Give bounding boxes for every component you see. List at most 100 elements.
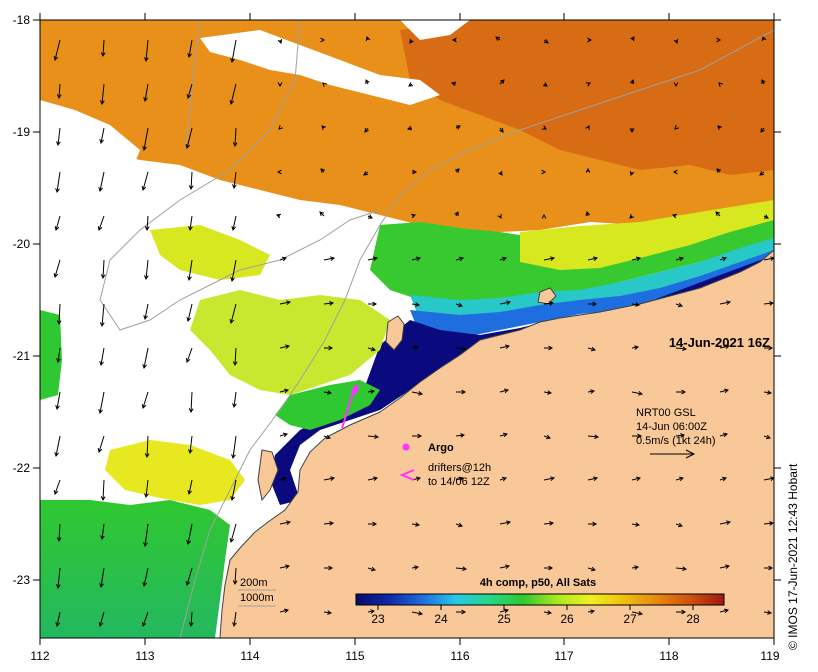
current-arrow bbox=[367, 389, 376, 394]
current-arrow bbox=[99, 127, 105, 145]
current-arrow bbox=[455, 433, 466, 438]
colorbar-tick-label: 25 bbox=[497, 612, 511, 626]
current-arrow bbox=[629, 128, 635, 134]
current-arrow bbox=[673, 38, 679, 44]
colorbar-tick-label: 28 bbox=[686, 612, 700, 626]
current-arrow bbox=[412, 169, 418, 175]
lat-label: -18 bbox=[13, 13, 31, 27]
current-arrow bbox=[98, 391, 105, 415]
current-arrow bbox=[543, 256, 556, 261]
current-arrow bbox=[631, 302, 641, 307]
current-arrow bbox=[759, 171, 765, 176]
current-arrow bbox=[142, 567, 149, 588]
current-arrow bbox=[230, 479, 237, 502]
sst-cyan-band bbox=[410, 238, 774, 322]
current-arrow bbox=[450, 81, 457, 87]
current-arrow bbox=[676, 609, 687, 615]
current-arrow bbox=[587, 434, 600, 440]
colorbar-title: 4h comp, p50, All Sats bbox=[480, 577, 596, 589]
current-arrow bbox=[455, 256, 465, 262]
current-arrow bbox=[541, 213, 547, 219]
current-arrow bbox=[56, 303, 62, 326]
colorbar-tick-label: 26 bbox=[560, 612, 574, 626]
current-arrow bbox=[543, 390, 553, 395]
current-arrow bbox=[760, 127, 765, 133]
current-arrow bbox=[99, 347, 105, 367]
current-arrow bbox=[499, 520, 512, 525]
current-arrow bbox=[141, 391, 149, 409]
current-arrow bbox=[53, 39, 61, 62]
imos-credit: © IMOS 17-Jun-2021 12:43 Hobart bbox=[786, 463, 800, 650]
current-arrow bbox=[455, 302, 463, 308]
current-arrow bbox=[455, 476, 465, 482]
current-arrow bbox=[188, 215, 193, 232]
current-arrow bbox=[186, 83, 193, 100]
current-arrow bbox=[365, 36, 371, 42]
current-arrow bbox=[187, 479, 193, 496]
current-arrow bbox=[499, 256, 507, 262]
current-arrow bbox=[455, 566, 468, 572]
current-arrow bbox=[543, 610, 553, 615]
current-arrow bbox=[454, 211, 459, 217]
current-arrow bbox=[412, 433, 423, 439]
current-arrow bbox=[143, 303, 149, 321]
current-arrow bbox=[322, 82, 327, 87]
current-arrow bbox=[541, 125, 547, 130]
current-arrow bbox=[588, 301, 598, 307]
current-arrow bbox=[497, 213, 502, 219]
current-arrow bbox=[499, 127, 504, 133]
current-arrow bbox=[56, 347, 61, 364]
drifter-legend-label-1: drifters@12h bbox=[428, 462, 491, 474]
current-arrow bbox=[55, 171, 61, 194]
current-arrow bbox=[629, 214, 634, 219]
sst-orange-deep bbox=[400, 20, 774, 175]
current-arrow bbox=[367, 476, 379, 482]
colorbar-tick-label: 23 bbox=[371, 612, 385, 626]
current-arrow bbox=[631, 476, 642, 482]
current-arrow bbox=[499, 432, 509, 438]
current-arrow bbox=[144, 215, 150, 232]
current-arrow bbox=[763, 610, 773, 615]
sst-yellow-green-west bbox=[190, 290, 390, 395]
current-arrow bbox=[675, 522, 683, 528]
lat-label: -19 bbox=[13, 125, 31, 139]
current-arrow bbox=[232, 391, 237, 409]
current-arrow bbox=[277, 38, 283, 44]
current-arrow bbox=[763, 521, 774, 526]
current-arrow bbox=[411, 522, 421, 527]
current-arrow bbox=[761, 79, 766, 85]
current-arrow bbox=[761, 36, 767, 42]
current-arrow bbox=[323, 610, 333, 615]
current-arrow bbox=[588, 521, 598, 527]
current-arrow bbox=[230, 259, 237, 283]
current-arrow bbox=[144, 479, 149, 499]
current-arrow bbox=[542, 82, 548, 87]
argo-legend-label: Argo bbox=[428, 442, 454, 454]
current-arrow bbox=[55, 391, 61, 411]
drifter-legend-icon bbox=[399, 469, 415, 481]
current-arrow bbox=[543, 521, 555, 526]
current-arrow bbox=[232, 127, 238, 148]
argo-float bbox=[353, 385, 359, 391]
current-arrow bbox=[719, 300, 732, 305]
current-arrow bbox=[279, 388, 290, 394]
current-arrow bbox=[631, 256, 642, 262]
current-arrow bbox=[587, 389, 596, 394]
current-arrow bbox=[320, 37, 326, 43]
current-arrow bbox=[587, 566, 597, 572]
current-arrow bbox=[629, 170, 635, 176]
land-barrow-island bbox=[385, 315, 405, 351]
current-arrow bbox=[99, 567, 105, 589]
current-arrow bbox=[231, 435, 237, 460]
sst-blue-band bbox=[410, 250, 774, 338]
current-arrow bbox=[585, 167, 591, 173]
colorbar bbox=[355, 593, 725, 606]
drifter-track bbox=[341, 391, 355, 429]
current-arrow bbox=[143, 259, 149, 281]
current-vectors bbox=[53, 36, 774, 628]
current-arrow bbox=[324, 345, 334, 351]
map-date-label: 14-Jun-2021 16Z bbox=[669, 335, 770, 350]
current-arrow bbox=[543, 434, 551, 440]
argo-legend-icon bbox=[402, 443, 410, 451]
current-arrow bbox=[410, 213, 416, 219]
